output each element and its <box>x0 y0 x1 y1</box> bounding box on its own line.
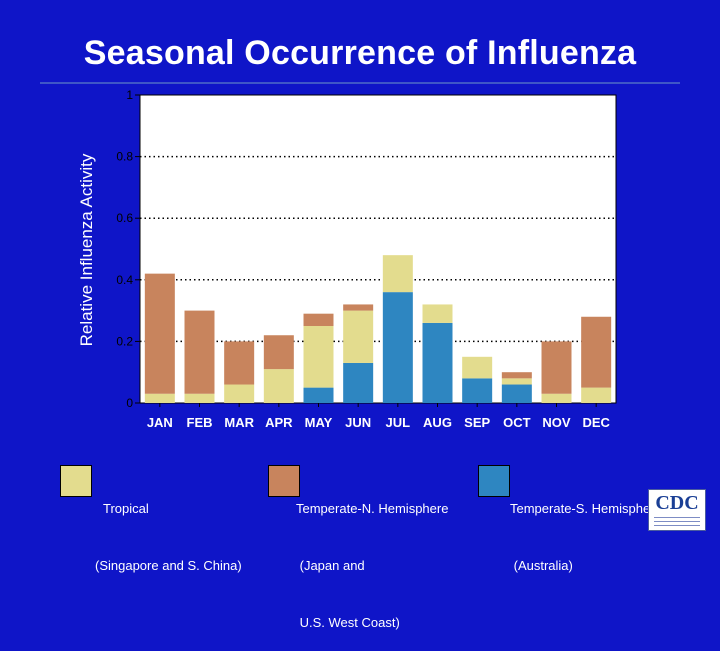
legend-north-line-3: U.S. West Coast) <box>296 615 400 630</box>
cdc-logo-rule-2 <box>654 521 700 522</box>
x-tick-label-apr: APR <box>265 415 293 430</box>
legend-label-temperate-south: Temperate-S. Hemisphere (Australia) <box>510 461 662 594</box>
bar-temperate-north-feb <box>184 310 215 394</box>
bar-tropical-may <box>303 326 334 388</box>
bar-tropical-oct <box>501 378 532 385</box>
legend-south-line-1: Temperate-S. Hemisphere <box>510 501 662 516</box>
legend-swatch-tropical <box>60 465 92 497</box>
x-tick-label-nov: NOV <box>542 415 571 430</box>
bar-temperate-south-oct <box>501 384 532 403</box>
bar-tropical-apr <box>263 369 294 403</box>
x-tick-label-mar: MAR <box>224 415 254 430</box>
bars-group <box>144 255 612 403</box>
grid-lines <box>140 155 616 343</box>
x-tick-label-jan: JAN <box>147 415 173 430</box>
bar-temperate-south-jul <box>382 292 413 403</box>
y-tick-label: 0 <box>126 396 133 410</box>
bar-temperate-north-jan <box>144 273 175 394</box>
legend-north-line-2: (Japan and <box>296 558 365 573</box>
bar-temperate-north-apr <box>263 335 294 370</box>
bar-temperate-north-jun <box>343 304 374 311</box>
bar-tropical-jun <box>343 310 374 363</box>
bar-tropical-jul <box>382 255 413 293</box>
y-tick-label: 0.6 <box>116 211 133 225</box>
bar-tropical-dec <box>581 387 612 403</box>
x-axis-ticks: JAN FEB MAR APR MAY JUN JUL AUG SEP OCT NOV DEC <box>147 403 610 430</box>
legend-tropical-line-2: (Singapore and S. China) <box>95 558 242 573</box>
x-tick-label-may: MAY <box>305 415 333 430</box>
legend-tropical-line-1: Tropical <box>103 501 149 516</box>
cdc-logo-text: CDC <box>655 492 699 514</box>
bar-temperate-north-nov <box>541 341 572 394</box>
y-tick-label: 0.8 <box>116 150 133 164</box>
y-tick-label: 0.2 <box>116 334 133 348</box>
bar-tropical-aug <box>422 304 453 323</box>
bar-temperate-south-may <box>303 387 334 403</box>
bar-tropical-jan <box>144 393 175 403</box>
x-tick-label-sep: SEP <box>464 415 490 430</box>
bar-temperate-south-jun <box>343 362 374 403</box>
bar-temperate-north-dec <box>581 316 612 388</box>
x-tick-label-oct: OCT <box>503 415 531 430</box>
x-tick-label-aug: AUG <box>423 415 452 430</box>
x-tick-label-jul: JUL <box>386 415 411 430</box>
y-axis-label: Relative Influenza Activity <box>77 153 96 346</box>
cdc-logo-rule-1 <box>654 517 700 518</box>
legend-swatch-temperate-north <box>268 465 300 497</box>
bar-tropical-mar <box>224 384 255 403</box>
legend-label-temperate-north: Temperate-N. Hemisphere (Japan and U.S. … <box>296 461 448 651</box>
bar-temperate-north-mar <box>224 341 255 385</box>
bar-temperate-south-sep <box>462 378 493 403</box>
legend-label-tropical: Tropical (Singapore and S. China) <box>95 461 242 594</box>
title-divider <box>40 82 680 84</box>
cdc-logo-rule-3 <box>654 525 700 526</box>
bar-tropical-nov <box>541 393 572 403</box>
y-tick-label: 0.4 <box>116 273 133 287</box>
bar-temperate-south-aug <box>422 322 453 403</box>
cdc-logo: CDC <box>648 489 706 531</box>
bar-tropical-sep <box>462 356 493 379</box>
plot-area <box>139 94 617 404</box>
legend-north-line-1: Temperate-N. Hemisphere <box>296 501 449 516</box>
x-tick-label-dec: DEC <box>582 415 610 430</box>
y-tick-label: 1 <box>126 88 133 102</box>
legend-south-line-2: (Australia) <box>510 558 573 573</box>
legend-swatch-temperate-south <box>478 465 510 497</box>
x-tick-label-feb: FEB <box>187 415 213 430</box>
bar-temperate-north-oct <box>501 372 532 379</box>
bar-temperate-north-may <box>303 313 334 326</box>
x-tick-label-jun: JUN <box>345 415 371 430</box>
slide-title: Seasonal Occurrence of Influenza <box>83 34 637 72</box>
influenza-stacked-bar-chart: 0 0.2 0.4 0.6 0.8 1 JAN FEB MAR APR MAY JUN JUL AUG S… <box>77 88 617 430</box>
bar-tropical-feb <box>184 393 215 403</box>
y-axis-ticks: 0 0.2 0.4 0.6 0.8 1 <box>116 88 140 410</box>
